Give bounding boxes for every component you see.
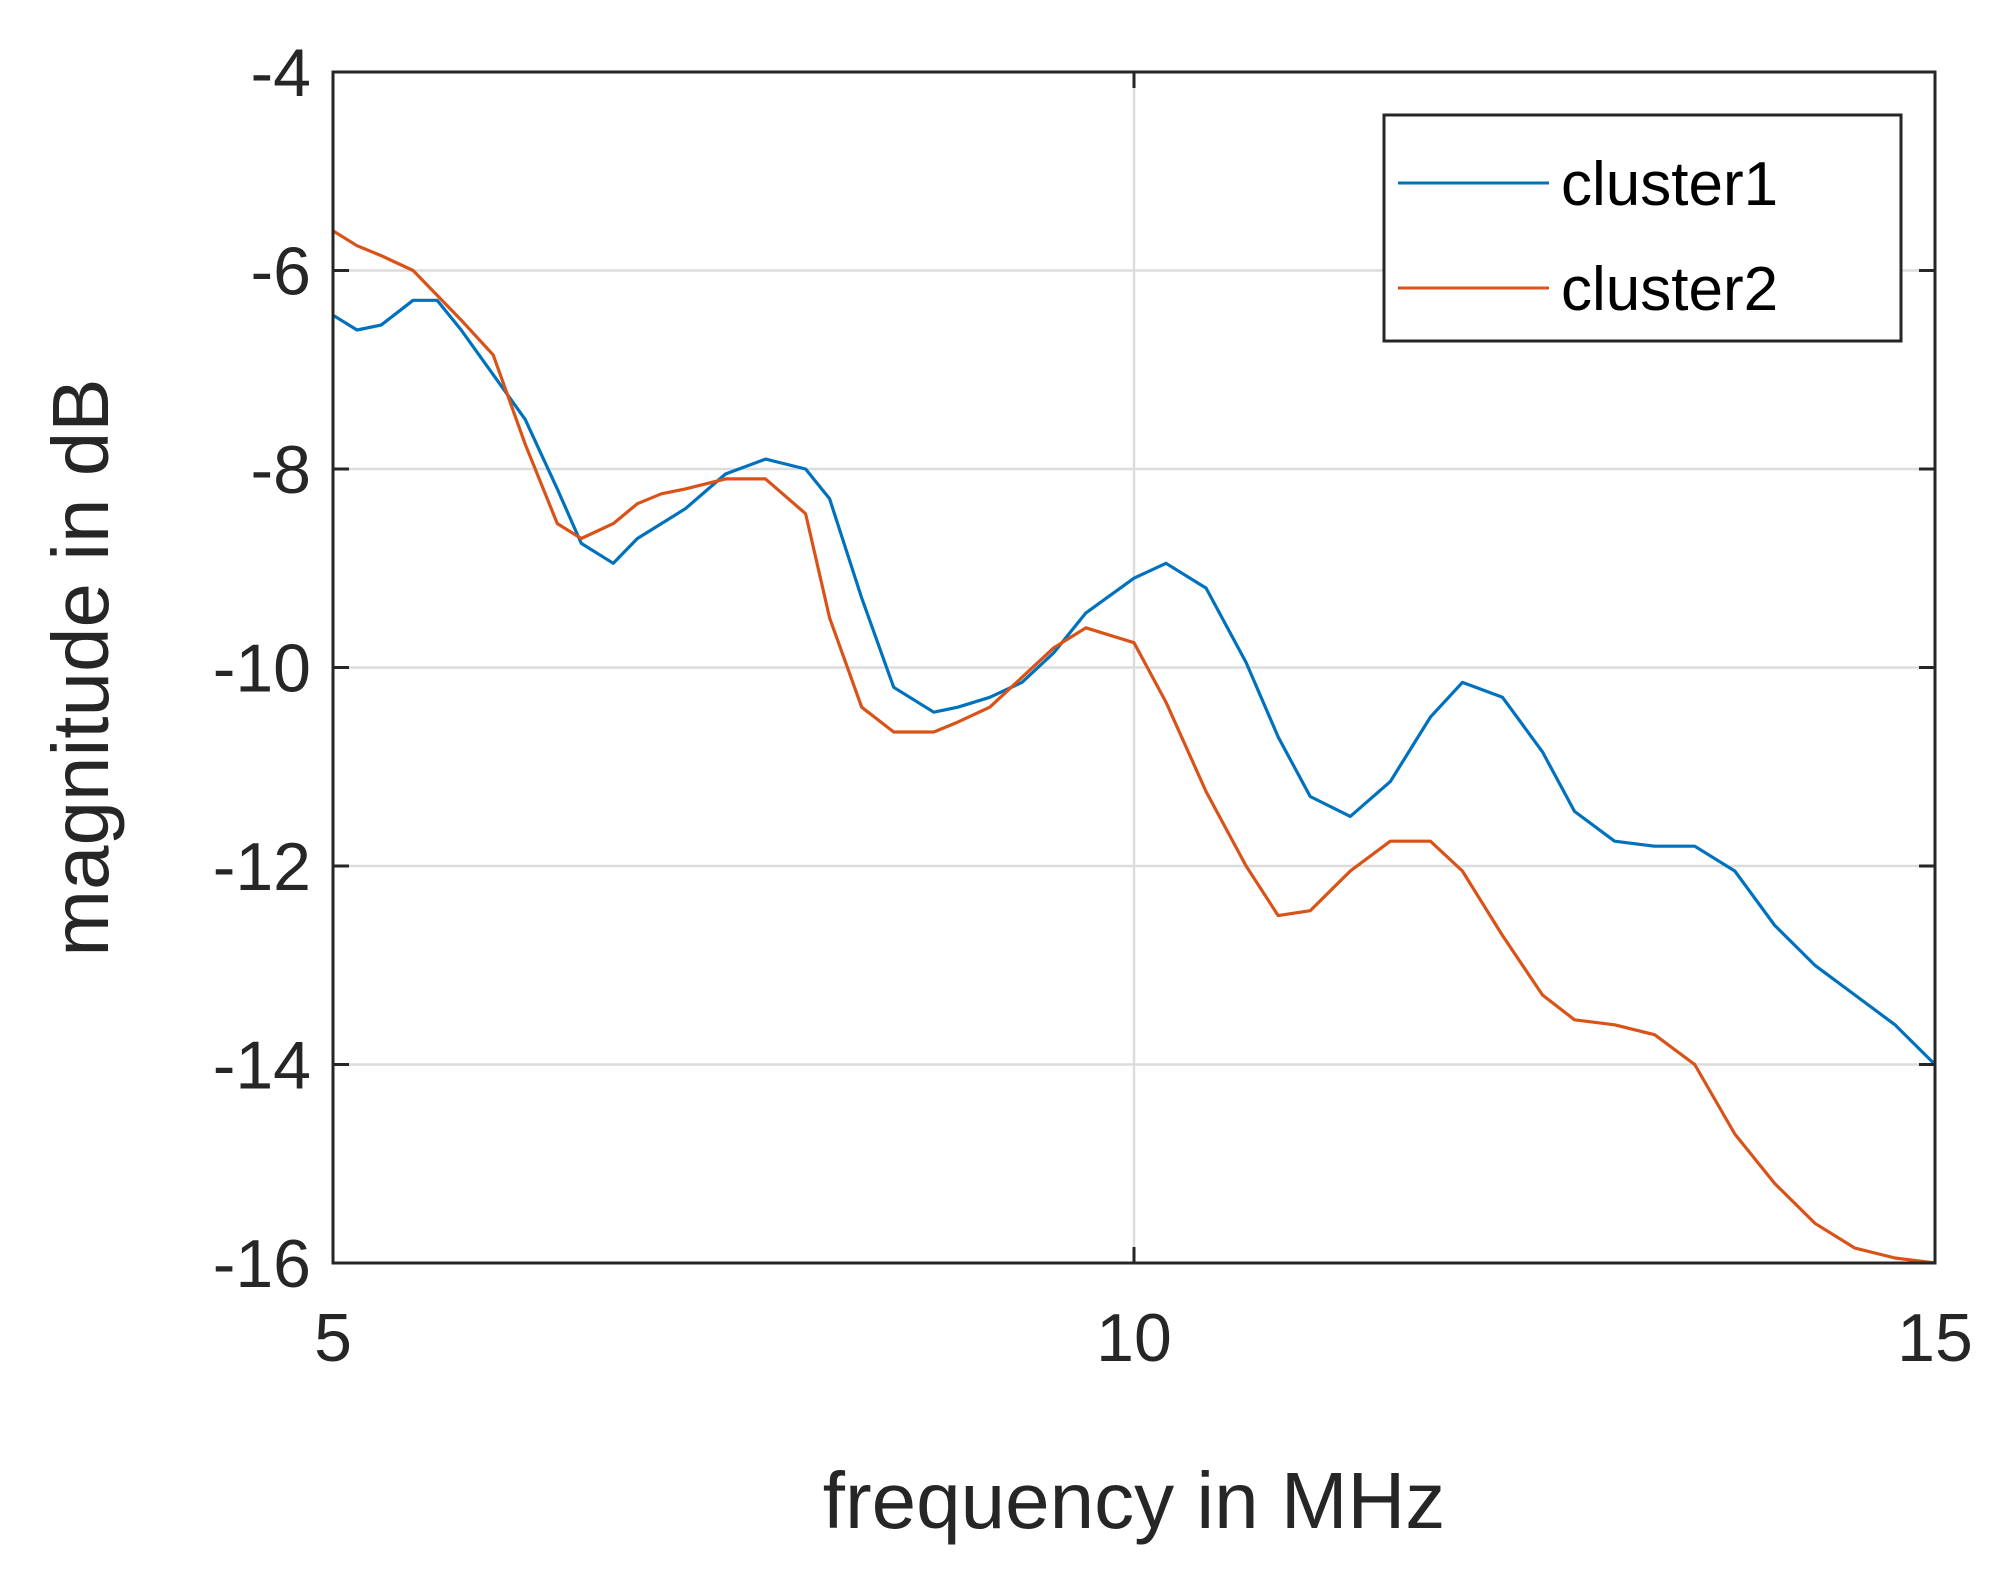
axis-ticks: -16 -14 -12 -10 -8 -6 -4 5 10 15 (213, 35, 1973, 1376)
legend-box (1382, 113, 1903, 343)
y-tick-label: -4 (251, 35, 311, 111)
series-line-cluster1 (332, 298, 1937, 1066)
series-line-cluster2 (332, 229, 1936, 1265)
legend-label-cluster1: cluster1 (1561, 150, 1778, 219)
legend: cluster1 cluster2 (1382, 113, 1903, 343)
x-tick-label: 15 (1897, 1300, 1973, 1376)
grid (333, 72, 1935, 1263)
series-lines (332, 229, 1937, 1265)
y-tick-label: -16 (213, 1226, 311, 1302)
y-tick-label: -14 (213, 1028, 311, 1104)
y-axis-label: magnitude in dB (36, 378, 125, 956)
legend-label-cluster2: cluster2 (1561, 255, 1778, 324)
x-tick-label: 10 (1096, 1300, 1172, 1376)
x-axis-label: frequency in MHz (823, 1456, 1445, 1545)
y-tick-label: -10 (213, 631, 311, 707)
x-tick-label: 5 (314, 1300, 352, 1376)
y-tick-label: -6 (251, 234, 311, 310)
y-tick-label: -12 (213, 829, 311, 905)
y-tick-label: -8 (251, 432, 311, 508)
